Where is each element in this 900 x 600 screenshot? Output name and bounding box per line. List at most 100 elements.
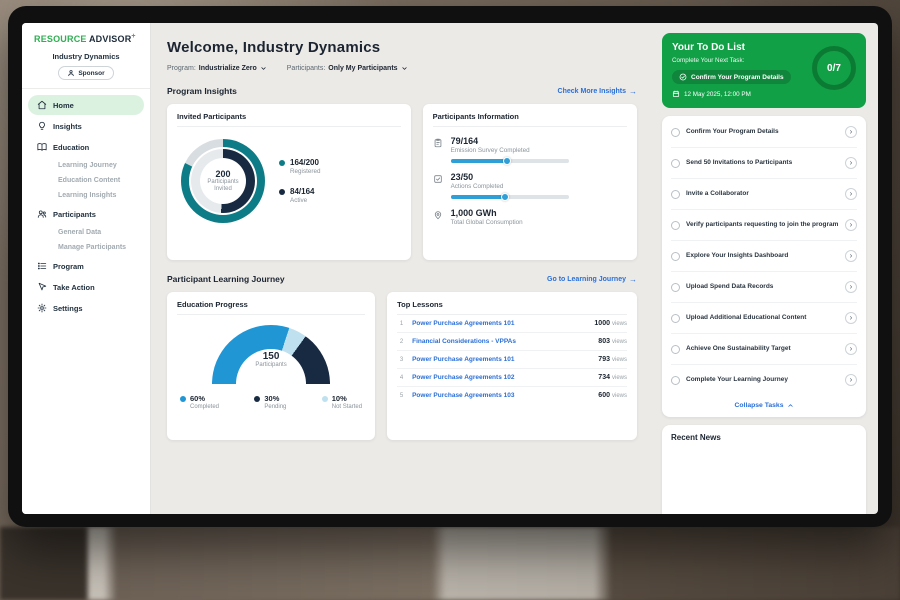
task-label: Invite a Collaborator	[686, 189, 749, 197]
lightbulb-icon	[39, 121, 45, 130]
todo-summary-card: Your To Do List Complete Your Next Task:…	[662, 33, 866, 108]
task-upload-educational-content[interactable]: Upload Additional Educational Content ›	[671, 303, 857, 334]
check-circle-icon	[679, 73, 687, 81]
task-radio[interactable]	[671, 158, 680, 168]
go-to-learning-journey-label: Go to Learning Journey	[547, 275, 626, 283]
stat-actions-completed: 23/50 Actions Completed	[433, 172, 627, 201]
sidebar-item-participants[interactable]: Participants	[28, 204, 144, 224]
lesson-row: 5 Power Purchase Agreements 103 600 views	[397, 387, 627, 404]
sponsor-badge[interactable]: Sponsor	[58, 66, 114, 80]
task-radio[interactable]	[671, 344, 680, 354]
chevron-right-icon[interactable]: ›	[845, 219, 857, 231]
sidebar-item-home[interactable]: Home	[28, 95, 144, 115]
chevron-right-icon[interactable]: ›	[845, 343, 857, 355]
lesson-link[interactable]: Financial Considerations - VPPAs	[412, 338, 516, 345]
task-radio[interactable]	[671, 189, 680, 199]
task-label: Verify participants requesting to join t…	[686, 220, 839, 228]
filters-row: Program: Industrialize Zero Participants…	[167, 65, 637, 72]
sidebar-item-settings[interactable]: Settings	[28, 298, 144, 318]
task-send-invitations[interactable]: Send 50 Invitations to Participants ›	[671, 148, 857, 179]
sidebar: RESOURCE ADVISOR+ Industry Dynamics Spon…	[22, 23, 151, 514]
legend-not-started: 10% Not Started	[321, 394, 363, 410]
program-insights-header: Program Insights Check More Insights →	[167, 86, 637, 96]
task-radio[interactable]	[671, 313, 680, 323]
task-radio[interactable]	[671, 375, 680, 385]
lesson-link[interactable]: Power Purchase Agreements 101	[412, 356, 515, 363]
sidebar-item-learning-insights[interactable]: Learning Insights	[58, 192, 117, 199]
task-achieve-sustainability-target[interactable]: Achieve One Sustainability Target ›	[671, 334, 857, 365]
top-lessons-card-title: Top Lessons	[397, 300, 627, 315]
task-verify-participants[interactable]: Verify participants requesting to join t…	[671, 210, 857, 241]
task-complete-learning-journey[interactable]: Complete Your Learning Journey ›	[671, 365, 857, 395]
task-radio[interactable]	[671, 127, 680, 137]
sidebar-item-insights[interactable]: Insights	[28, 116, 144, 136]
lesson-row: 1 Power Purchase Agreements 101 1000 view…	[397, 315, 627, 333]
program-insights-title: Program Insights	[167, 86, 237, 96]
gear-icon	[37, 303, 47, 313]
chevron-right-icon[interactable]: ›	[845, 157, 857, 169]
sidebar-item-manage-participants[interactable]: Manage Participants	[58, 244, 127, 251]
chevron-right-icon[interactable]: ›	[845, 126, 857, 138]
sidebar-item-general-data[interactable]: General Data	[58, 229, 102, 236]
legend-completed: 60% Completed	[180, 394, 219, 410]
todo-next-task[interactable]: Confirm Your Program Details	[672, 70, 791, 84]
sidebar-item-label: Insights	[53, 121, 82, 131]
sidebar-nav: Home Insights Education Learning Journey…	[22, 94, 150, 319]
task-radio[interactable]	[671, 251, 680, 261]
sidebar-item-label: Take Action	[53, 282, 95, 292]
legend-dot-pending	[254, 396, 261, 402]
emission-survey-value: 79/164	[450, 136, 479, 146]
education-gauge-chart: 150 Participants	[212, 325, 331, 384]
chevron-right-icon[interactable]: ›	[845, 312, 857, 324]
active-label: Active	[290, 197, 308, 204]
lesson-link[interactable]: Power Purchase Agreements 102	[412, 374, 515, 381]
lesson-row: 2 Financial Considerations - VPPAs 803 vi…	[397, 333, 627, 351]
lesson-views: 1000 views	[594, 320, 627, 327]
chevron-right-icon[interactable]: ›	[845, 374, 857, 386]
sidebar-item-take-action[interactable]: Take Action	[28, 277, 144, 297]
lesson-rank: 1	[399, 320, 404, 327]
not-started-label: Not Started	[331, 404, 363, 410]
org-name: Industry Dynamics	[52, 52, 120, 61]
learning-journey-title: Participant Learning Journey	[167, 274, 285, 284]
desk-and-stand	[0, 527, 900, 600]
people-icon	[37, 210, 47, 218]
task-explore-insights[interactable]: Explore Your Insights Dashboard ›	[671, 241, 857, 272]
task-confirm-program-details[interactable]: Confirm Your Program Details ›	[671, 117, 857, 148]
todo-panel: Your To Do List Complete Your Next Task:…	[650, 23, 878, 514]
registered-value: 164/200	[290, 158, 319, 167]
home-icon	[37, 100, 47, 110]
sidebar-item-education-content[interactable]: Education Content	[58, 177, 121, 184]
lesson-link[interactable]: Power Purchase Agreements 103	[412, 392, 515, 399]
sidebar-item-program[interactable]: Program	[28, 256, 144, 276]
sidebar-item-education[interactable]: Education	[28, 137, 144, 157]
sidebar-item-label: Education	[53, 142, 90, 152]
chevron-right-icon[interactable]: ›	[845, 188, 857, 200]
go-to-learning-journey-link[interactable]: Go to Learning Journey →	[547, 275, 637, 284]
actions-completed-value: 23/50	[450, 172, 474, 182]
dashboard-screen: RESOURCE ADVISOR+ Industry Dynamics Spon…	[22, 23, 878, 514]
check-more-insights-link[interactable]: Check More Insights →	[558, 87, 637, 96]
program-filter[interactable]: Program: Industrialize Zero	[167, 65, 267, 72]
task-upload-spend-data[interactable]: Upload Spend Data Records ›	[671, 272, 857, 303]
chevron-right-icon[interactable]: ›	[845, 250, 857, 262]
education-center-value: 150	[262, 351, 280, 362]
actions-completed-label: Actions Completed	[450, 183, 504, 190]
book-icon	[37, 143, 47, 151]
education-center-label: Participants	[255, 362, 287, 368]
lesson-link[interactable]: Power Purchase Agreements 101	[412, 320, 515, 327]
invited-center-label: Participants Invited	[207, 179, 239, 192]
sidebar-item-learning-journey[interactable]: Learning Journey	[58, 162, 117, 169]
todo-due-label: 12 May 2025, 12:00 PM	[684, 90, 751, 98]
clipboard-icon	[434, 138, 441, 148]
chevron-right-icon[interactable]: ›	[845, 281, 857, 293]
recent-news-title: Recent News	[671, 433, 721, 442]
task-radio[interactable]	[671, 282, 680, 292]
participants-filter[interactable]: Participants: Only My Participants	[287, 65, 408, 72]
legend-dot-completed	[180, 396, 186, 402]
task-invite-collaborator[interactable]: Invite a Collaborator ›	[671, 179, 857, 210]
progress-fill	[450, 195, 505, 199]
task-radio[interactable]	[671, 220, 680, 230]
progress-fill	[450, 159, 508, 163]
collapse-tasks-link[interactable]: Collapse Tasks	[671, 395, 857, 414]
